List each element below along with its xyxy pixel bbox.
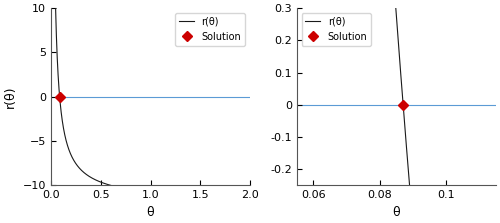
X-axis label: θ: θ [392,206,400,219]
Y-axis label: r(θ): r(θ) [4,86,17,108]
X-axis label: θ: θ [146,206,154,219]
Legend: r(θ), Solution: r(θ), Solution [176,13,245,46]
Legend: r(θ), Solution: r(θ), Solution [302,13,372,46]
